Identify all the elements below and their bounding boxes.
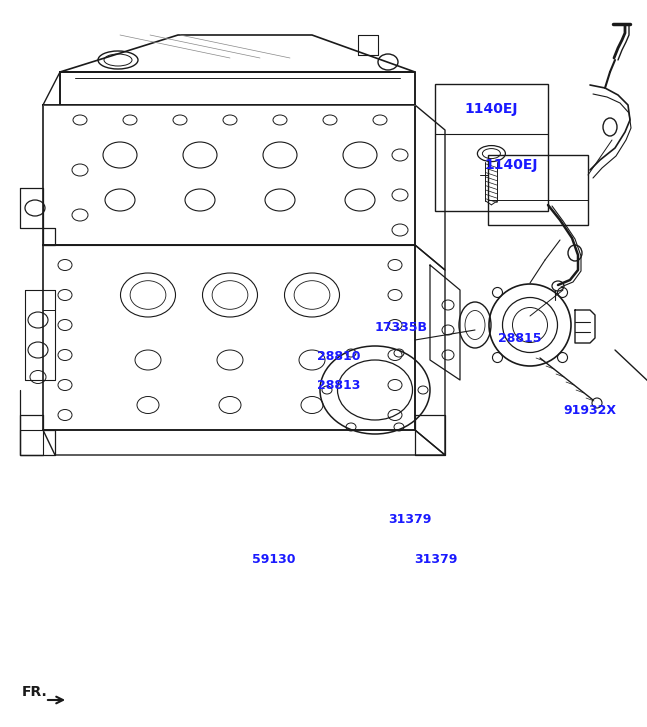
Text: 1140EJ: 1140EJ xyxy=(465,102,518,116)
Text: 28813: 28813 xyxy=(317,379,360,392)
Text: 31379: 31379 xyxy=(388,513,432,526)
Text: FR.: FR. xyxy=(22,685,48,699)
Text: 31379: 31379 xyxy=(414,553,457,566)
Text: 17335B: 17335B xyxy=(375,321,428,334)
Bar xyxy=(488,155,588,225)
Bar xyxy=(435,84,548,211)
Text: 91932X: 91932X xyxy=(563,404,616,417)
Text: 1140EJ: 1140EJ xyxy=(485,158,538,172)
Text: 28810: 28810 xyxy=(317,350,360,363)
Text: 28815: 28815 xyxy=(498,332,542,345)
Text: 59130: 59130 xyxy=(252,553,296,566)
